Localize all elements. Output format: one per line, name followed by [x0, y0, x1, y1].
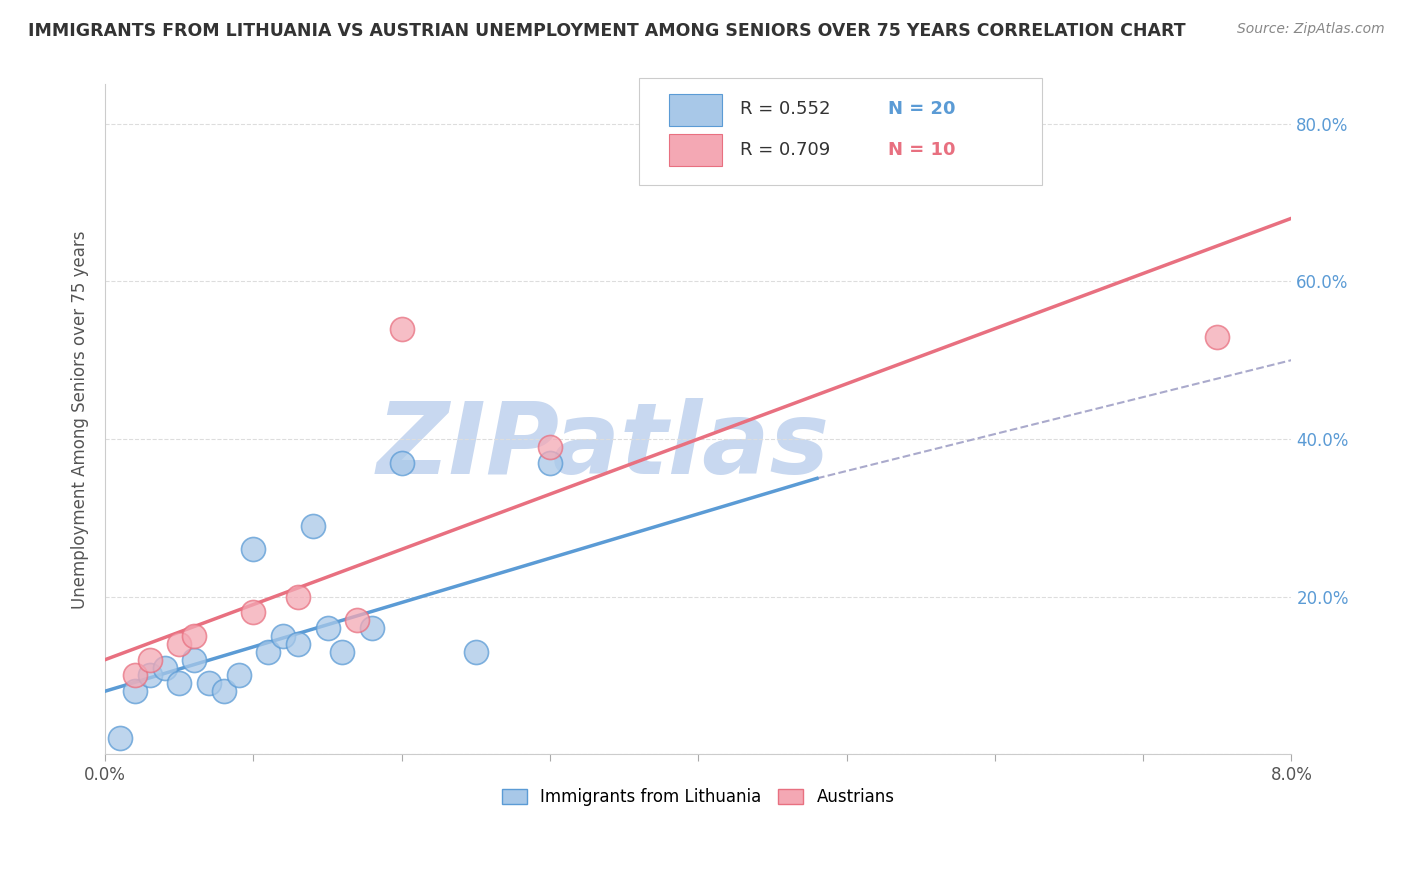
Text: N = 20: N = 20	[889, 100, 956, 118]
Point	[169, 676, 191, 690]
Point	[228, 668, 250, 682]
Point	[538, 440, 561, 454]
Point	[108, 731, 131, 746]
Y-axis label: Unemployment Among Seniors over 75 years: Unemployment Among Seniors over 75 years	[72, 230, 89, 608]
Point	[183, 629, 205, 643]
Legend: Immigrants from Lithuania, Austrians: Immigrants from Lithuania, Austrians	[495, 781, 901, 813]
FancyBboxPatch shape	[669, 94, 723, 126]
Point	[361, 621, 384, 635]
Text: R = 0.552: R = 0.552	[740, 100, 831, 118]
Point	[212, 684, 235, 698]
FancyBboxPatch shape	[669, 134, 723, 166]
Point	[332, 645, 354, 659]
FancyBboxPatch shape	[638, 78, 1042, 185]
Point	[391, 321, 413, 335]
Text: R = 0.709: R = 0.709	[740, 141, 830, 159]
Point	[169, 637, 191, 651]
Text: IMMIGRANTS FROM LITHUANIA VS AUSTRIAN UNEMPLOYMENT AMONG SENIORS OVER 75 YEARS C: IMMIGRANTS FROM LITHUANIA VS AUSTRIAN UN…	[28, 22, 1185, 40]
Point	[287, 590, 309, 604]
Text: Source: ZipAtlas.com: Source: ZipAtlas.com	[1237, 22, 1385, 37]
Point	[242, 542, 264, 557]
Point	[242, 605, 264, 619]
Point	[124, 684, 146, 698]
Point	[198, 676, 221, 690]
Point	[138, 653, 160, 667]
Point	[271, 629, 294, 643]
Point	[1206, 329, 1229, 343]
Point	[138, 668, 160, 682]
Point	[287, 637, 309, 651]
Point	[301, 518, 323, 533]
Point	[346, 613, 368, 627]
Text: N = 10: N = 10	[889, 141, 956, 159]
Point	[183, 653, 205, 667]
Point	[538, 456, 561, 470]
Point	[316, 621, 339, 635]
Point	[153, 660, 176, 674]
Text: ZIPatlas: ZIPatlas	[377, 398, 830, 494]
Point	[257, 645, 280, 659]
Point	[464, 645, 486, 659]
Point	[124, 668, 146, 682]
Point	[391, 456, 413, 470]
